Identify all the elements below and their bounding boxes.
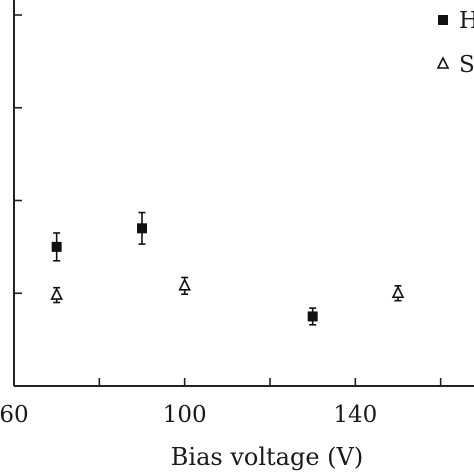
legend-marker-1: [436, 56, 450, 69]
legend: HS: [436, 8, 474, 78]
legend-label-1: S: [459, 52, 474, 78]
ticks-group: 60 100 140: [0, 14, 442, 428]
series-0-point-1-marker: [137, 223, 147, 234]
series-0-point-2-marker: [307, 311, 318, 322]
series-1-point-1-marker: [178, 278, 191, 291]
x-tick-label-60: 60: [0, 402, 29, 428]
x-axis-label: Bias voltage (V): [171, 443, 363, 471]
legend-label-0: H: [459, 8, 474, 34]
data-marks-group: [50, 211, 405, 326]
series-0-point-0-marker: [51, 241, 62, 252]
series-1-point-0-marker: [50, 287, 63, 300]
legend-marker-0: [438, 15, 448, 25]
series-1-point-2-marker: [391, 285, 405, 299]
x-tick-label-140: 140: [333, 402, 377, 428]
axes-group: [13, 0, 474, 387]
x-tick-label-100: 100: [163, 402, 207, 428]
